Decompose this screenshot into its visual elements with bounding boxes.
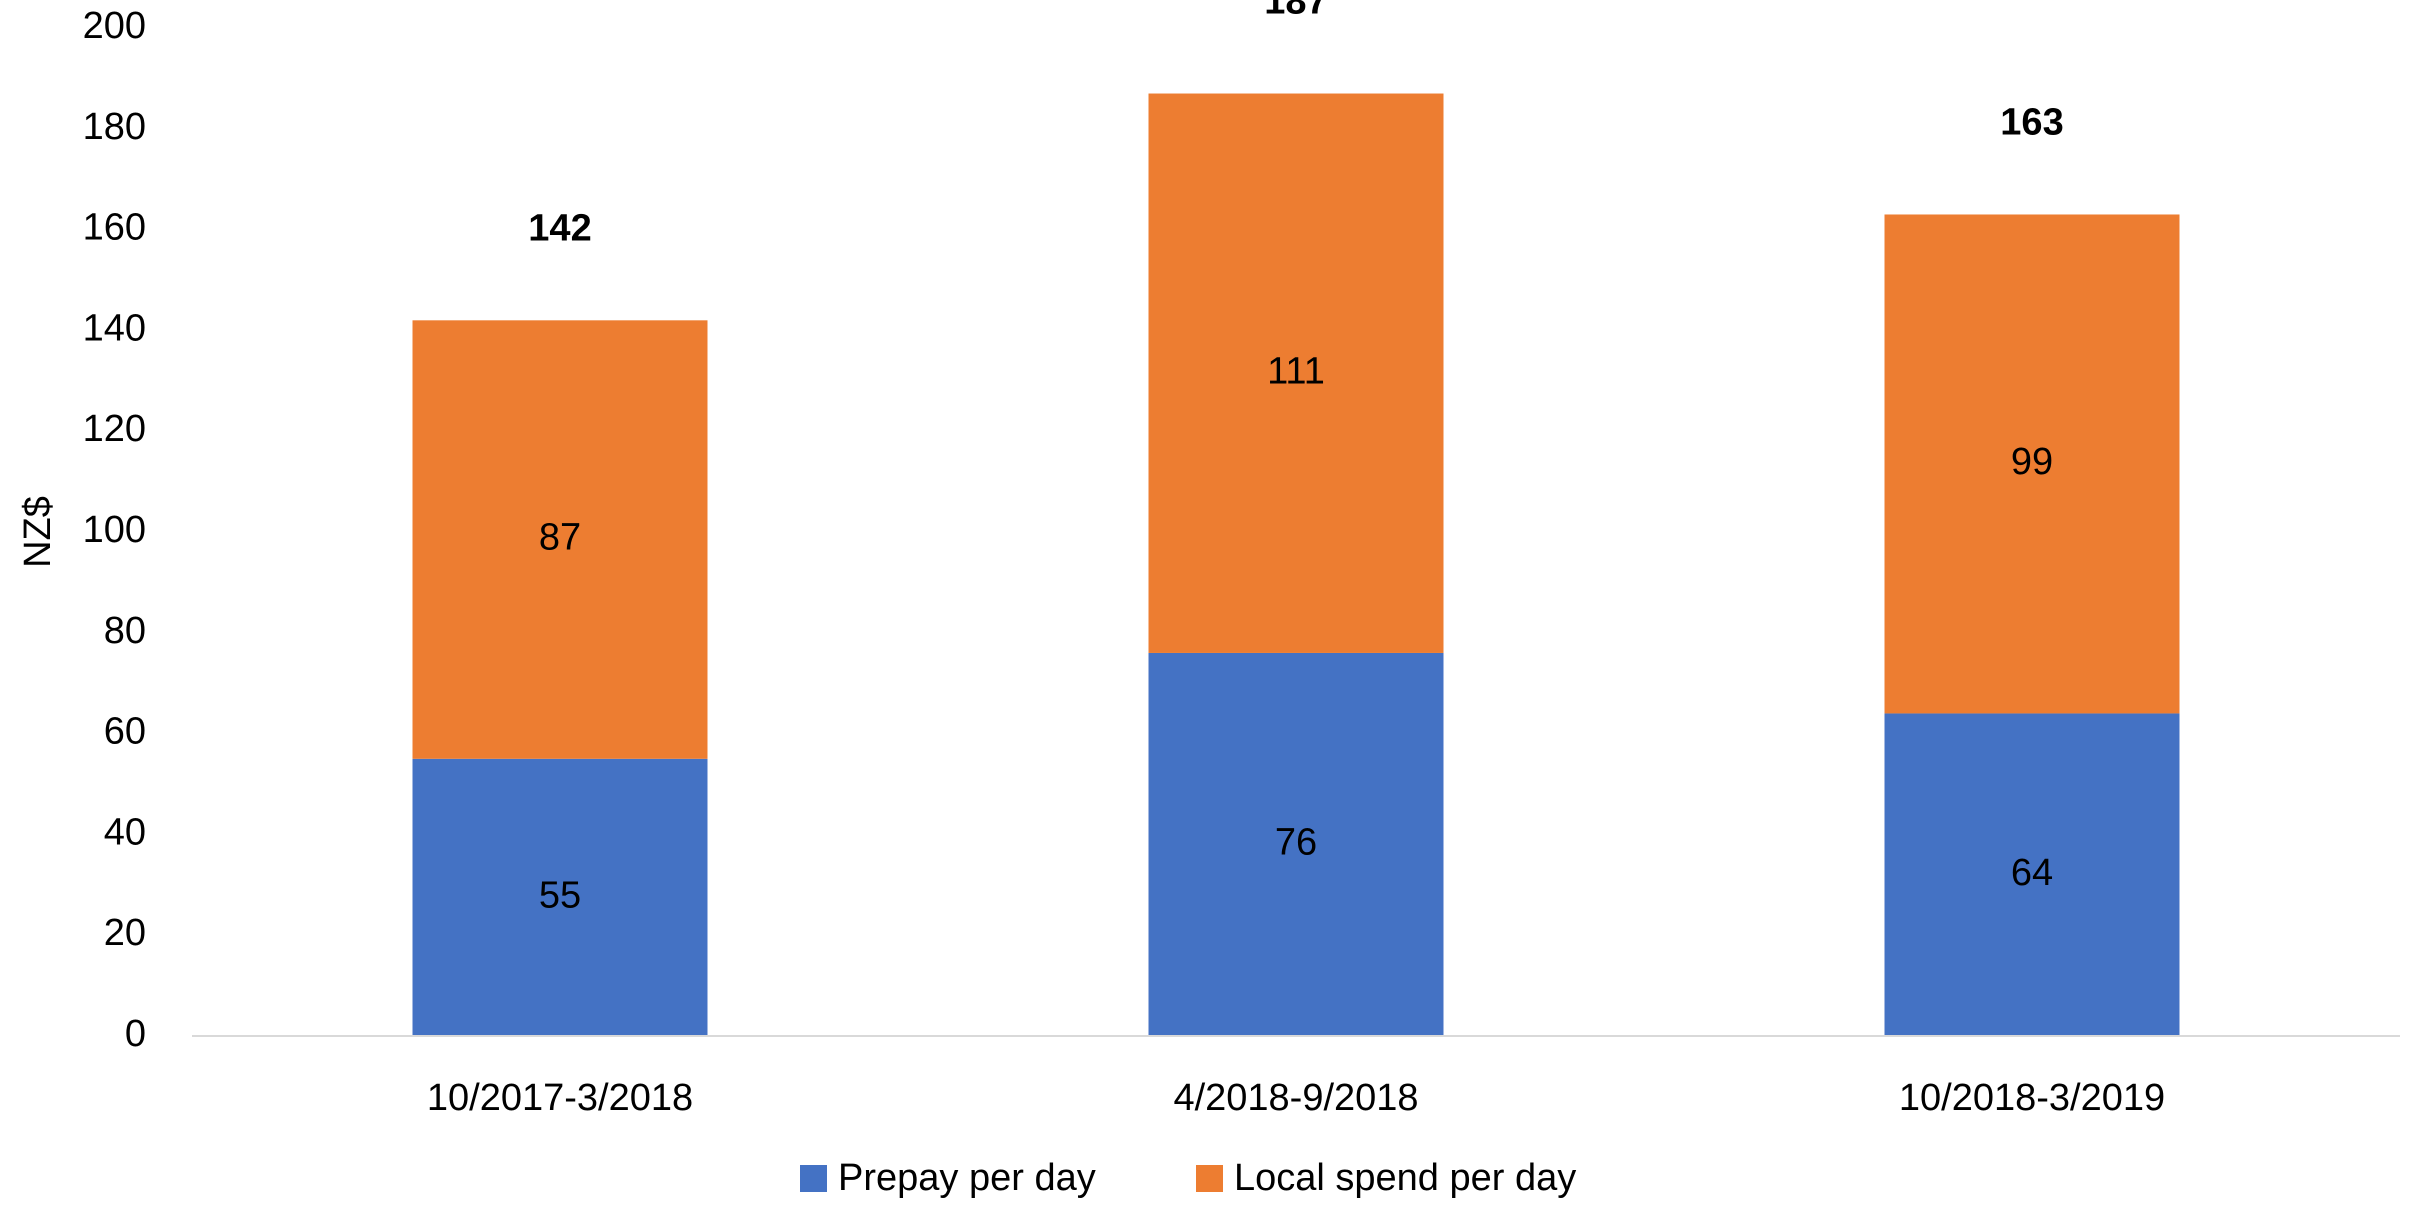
y-tick-label: 60 bbox=[104, 711, 146, 753]
y-tick-label: 120 bbox=[83, 408, 146, 450]
y-tick-label: 0 bbox=[125, 1013, 146, 1055]
legend-label: Local spend per day bbox=[1234, 1157, 1576, 1199]
y-tick-label: 100 bbox=[83, 509, 146, 551]
value-label: 55 bbox=[539, 874, 581, 916]
legend-swatch bbox=[800, 1165, 827, 1192]
bar-segment bbox=[412, 758, 708, 1036]
value-label: 64 bbox=[2011, 852, 2053, 894]
y-tick-label: 160 bbox=[83, 207, 146, 249]
value-label: 87 bbox=[539, 517, 581, 559]
bar-segment bbox=[412, 320, 708, 759]
x-tick-label: 10/2018-3/2019 bbox=[1899, 1077, 2165, 1119]
y-tick-label: 80 bbox=[104, 610, 146, 652]
legend-swatch bbox=[1196, 1165, 1223, 1192]
y-tick-label: 40 bbox=[104, 811, 146, 853]
bar-segment bbox=[1148, 93, 1444, 653]
value-label: 111 bbox=[1267, 350, 1325, 392]
total-label: 163 bbox=[2000, 102, 2063, 144]
legend-label: Prepay per day bbox=[838, 1157, 1096, 1199]
value-label: 99 bbox=[2011, 441, 2053, 483]
total-label: 142 bbox=[528, 207, 591, 249]
value-label: 76 bbox=[1275, 822, 1317, 864]
y-axis-label: NZ$ bbox=[17, 496, 59, 568]
bar-segment bbox=[1884, 214, 2180, 714]
bar-segment bbox=[1148, 652, 1444, 1036]
total-label: 187 bbox=[1264, 0, 1327, 23]
y-tick-label: 20 bbox=[104, 912, 146, 954]
x-tick-label: 10/2017-3/2018 bbox=[427, 1077, 693, 1119]
y-tick-label: 200 bbox=[83, 5, 146, 47]
y-tick-label: 180 bbox=[83, 106, 146, 148]
x-tick-label: 4/2018-9/2018 bbox=[1173, 1077, 1418, 1119]
bar-segment bbox=[1884, 713, 2180, 1036]
y-tick-label: 140 bbox=[83, 307, 146, 349]
